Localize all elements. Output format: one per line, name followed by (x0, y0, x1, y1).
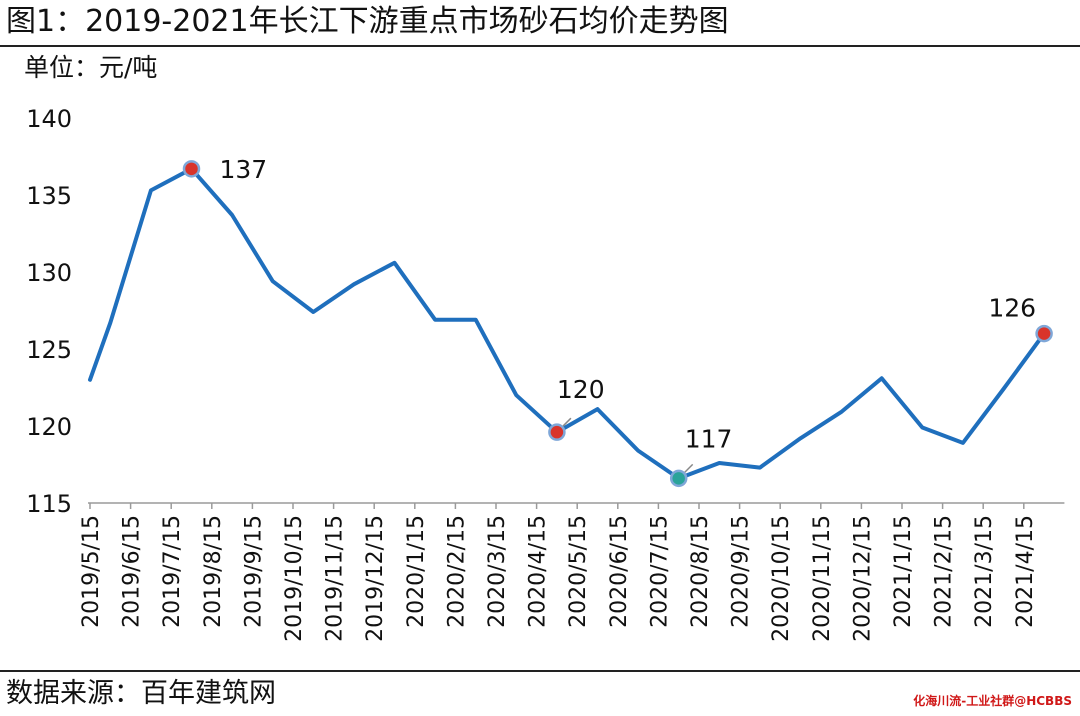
data-point-marker (182, 160, 201, 178)
x-tick-label: 2021/1/15 (891, 515, 916, 628)
x-tick-label: 2019/7/15 (160, 515, 185, 628)
bottom-divider (0, 670, 1080, 672)
data-point-marker (1035, 324, 1053, 343)
x-tick-label: 2021/2/15 (932, 515, 957, 628)
y-tick-label: 135 (26, 182, 72, 210)
x-tick-label: 2020/7/15 (647, 515, 672, 628)
x-tick-label: 2019/12/15 (363, 515, 388, 642)
unit-label: 单位：元/吨 (24, 53, 158, 82)
annotations: 137 120 117 126 (182, 155, 1053, 488)
y-tick-label: 115 (26, 490, 72, 518)
y-tick-label: 140 (26, 105, 72, 133)
x-tick-label: 2019/10/15 (282, 515, 307, 642)
x-axis: 2019/5/15 2019/6/15 2019/7/15 2019/8/15 2019… (79, 503, 1038, 642)
data-label: 126 (988, 294, 1036, 323)
x-tick-label: 2020/10/15 (769, 515, 794, 642)
x-tick-label: 2021/3/15 (972, 515, 997, 628)
top-divider (0, 45, 1080, 47)
y-tick-label: 130 (26, 259, 72, 287)
y-tick-label: 120 (26, 413, 72, 441)
series-line (88, 166, 1047, 481)
data-point-marker (548, 423, 566, 441)
x-tick-label: 2019/6/15 (120, 515, 145, 628)
watermark: 化海川流-工业社群@HCBBS (913, 694, 1072, 708)
x-tick-label: 2020/4/15 (526, 515, 551, 628)
x-tick-label: 2020/12/15 (850, 515, 875, 642)
x-tick-label: 2020/3/15 (485, 515, 510, 628)
x-tick-label: 2020/11/15 (810, 515, 835, 642)
data-label: 137 (220, 155, 268, 184)
x-tick-label: 2019/9/15 (241, 515, 266, 628)
data-label: 117 (685, 424, 733, 453)
x-tick-label: 2021/4/15 (1013, 515, 1038, 628)
x-tick-label: 2020/1/15 (404, 515, 429, 628)
data-point-marker (669, 469, 688, 488)
x-tick-label: 2020/6/15 (607, 515, 632, 628)
x-tick-label: 2020/8/15 (688, 515, 713, 628)
y-axis: 115 120 125 130 135 140 (26, 105, 72, 518)
x-tick-label: 2019/5/15 (79, 515, 104, 628)
x-tick-label: 2020/5/15 (566, 515, 591, 628)
x-tick-label: 2020/9/15 (729, 515, 754, 628)
x-tick-label: 2019/8/15 (201, 515, 226, 628)
x-tick-label: 2020/2/15 (444, 515, 469, 628)
y-tick-label: 125 (26, 336, 72, 364)
x-tick-label: 2019/11/15 (323, 515, 348, 642)
source-note: 数据来源：百年建筑网 (6, 678, 276, 709)
data-label: 120 (557, 375, 605, 404)
chart-title: 图1：2019-2021年长江下游重点市场砂石均价走势图 (6, 4, 729, 39)
